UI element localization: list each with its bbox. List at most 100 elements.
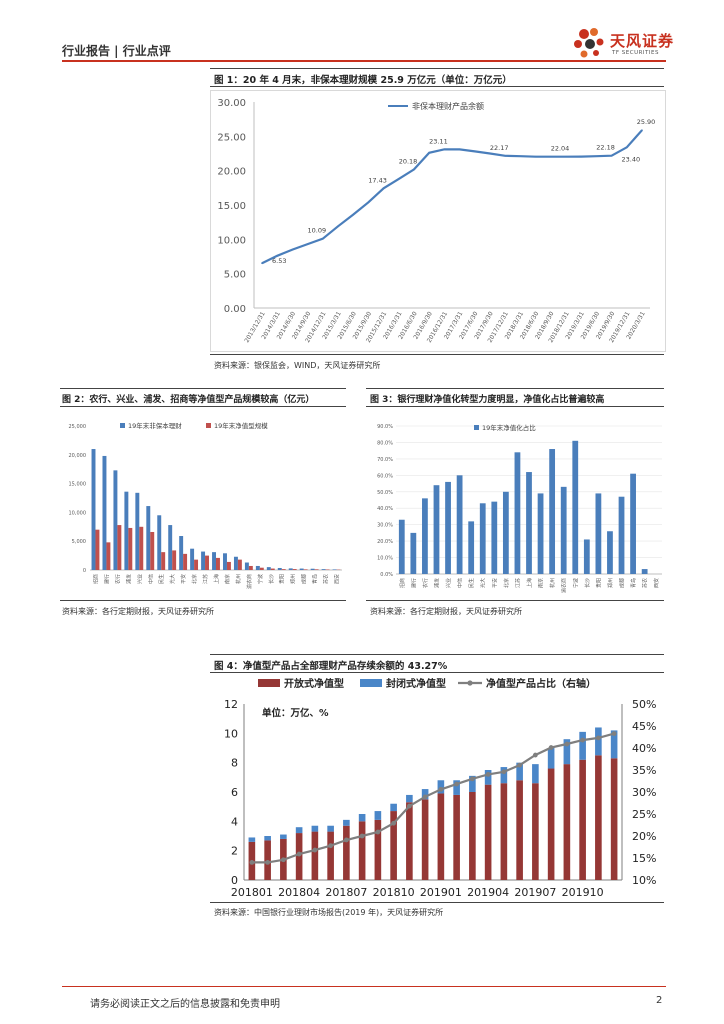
y-tick-label: 90.0% [377, 424, 393, 430]
data-point [626, 146, 628, 149]
bar-closed [595, 727, 602, 756]
bar [128, 527, 133, 570]
bar-closed [390, 803, 397, 812]
ratio-point [548, 745, 554, 750]
y-tick-label: 20.00 [217, 167, 246, 178]
ratio-point [517, 762, 523, 768]
bar-closed [484, 770, 492, 785]
bar-open [327, 831, 334, 880]
x-tick-label: 建行 [410, 578, 417, 588]
x-tick-label: 上海 [526, 578, 533, 588]
y2-tick-label: 40% [632, 742, 656, 755]
fig4-source: 资料来源：中国银行业理财市场报告(2019 年)，天风证券研究所 [214, 908, 444, 917]
bar [161, 552, 166, 570]
bar [190, 548, 195, 570]
bar-open [374, 819, 382, 880]
bar [299, 568, 304, 570]
bar-open [579, 759, 586, 880]
page-number: 2 [656, 995, 663, 1006]
x-tick-label: 北京 [503, 578, 510, 588]
fig4-caption: 图 4：净值型产品占全部理财产品存续余额的 43.27% [214, 661, 448, 672]
chart-1-line: 0.005.0010.0015.0020.0025.0030.002013/12… [210, 90, 666, 352]
y2-tick-label: 50% [632, 698, 656, 711]
bar [630, 473, 636, 574]
x-tick-label: 201904 [467, 886, 509, 899]
fig2-source: 资料来源：各行定期财报，天风证券研究所 [62, 607, 214, 616]
x-tick-label: 南京 [538, 578, 545, 588]
x-tick-label: 兴业 [445, 578, 452, 588]
bar-closed [406, 794, 413, 803]
bar-open [406, 802, 413, 880]
bar-closed [327, 825, 334, 832]
x-tick-label: 渝农商 [246, 574, 253, 589]
y-tick-label: 5.00 [224, 270, 246, 281]
ratio-point [280, 857, 286, 863]
ratio-point [454, 781, 460, 787]
bar [102, 455, 107, 570]
bar [117, 525, 122, 570]
bar [179, 536, 184, 570]
bar-open [295, 833, 303, 880]
data-point [610, 154, 613, 157]
data-point [595, 155, 598, 158]
bar [288, 568, 293, 570]
ratio-point [532, 752, 538, 758]
x-tick-label: 201804 [278, 886, 320, 899]
fig2-top-rule [60, 388, 346, 389]
bar [266, 567, 271, 570]
bar [398, 519, 405, 574]
bar-closed [295, 827, 303, 834]
x-tick-label: 杭州 [549, 578, 556, 588]
bar [491, 501, 498, 574]
bar-open [343, 825, 350, 880]
bar [321, 569, 326, 570]
bar [325, 569, 330, 570]
x-tick-label: 上海 [213, 574, 220, 584]
bar [226, 561, 231, 570]
bar [124, 491, 129, 570]
x-tick-label: 201907 [514, 886, 556, 899]
bar [270, 568, 275, 570]
bar [255, 565, 260, 570]
x-tick-label: 201901 [420, 886, 462, 899]
chart-4-combo: 0 2 4 6 8 10 12 10% 15% 20% 25% 30% 35% 40% 45% 50% 2018… [224, 677, 656, 899]
x-tick-label: 郑州 [290, 574, 297, 584]
ratio-point [595, 735, 601, 741]
data-point [413, 168, 415, 171]
ratio-point [328, 843, 334, 849]
series-line [261, 129, 643, 265]
ratio-point [312, 847, 318, 853]
bar-closed [563, 739, 571, 765]
x-tick-label: 苏农 [323, 574, 330, 584]
bar [410, 532, 417, 574]
ratio-point [501, 769, 507, 775]
legend-swatch [206, 423, 211, 428]
bar [183, 553, 188, 570]
fig1-source: 资料来源：银保监会，WIND，天风证券研究所 [214, 361, 381, 370]
data-label: 6.53 [272, 257, 286, 265]
bar-open [390, 811, 397, 880]
y-tick-label: 0 [83, 568, 86, 574]
fig3-bottom-rule [366, 600, 664, 601]
x-tick-label: 宁波 [572, 578, 579, 588]
ratio-point [611, 731, 617, 737]
bar [502, 491, 509, 574]
y2-tick-label: 25% [632, 808, 656, 821]
bar-open [469, 792, 476, 880]
x-tick-label: 民生 [158, 574, 165, 584]
x-tick-label: 郑州 [607, 578, 614, 588]
legend-swatch [258, 679, 280, 687]
chart-2-bar: 0 5,000 10,000 15,000 20,000 25,000 招商 建行 农行 浦发 兴业… [69, 421, 342, 589]
unit-label: 单位：万亿、% [262, 707, 329, 719]
bar-closed [421, 789, 429, 800]
fig4-bottom-rule [210, 902, 664, 903]
bar [212, 552, 216, 570]
y-tick-label: 25,000 [69, 424, 87, 430]
x-tick-label: 201807 [325, 886, 367, 899]
legend-label: 19年末非保本理财 [128, 421, 182, 430]
fig1-caption-rule [210, 86, 664, 87]
ratio-point [375, 829, 381, 835]
ratio-point [359, 833, 365, 839]
x-tick-label: 农行 [114, 574, 121, 584]
y-tick-label: 0.00 [224, 304, 246, 315]
